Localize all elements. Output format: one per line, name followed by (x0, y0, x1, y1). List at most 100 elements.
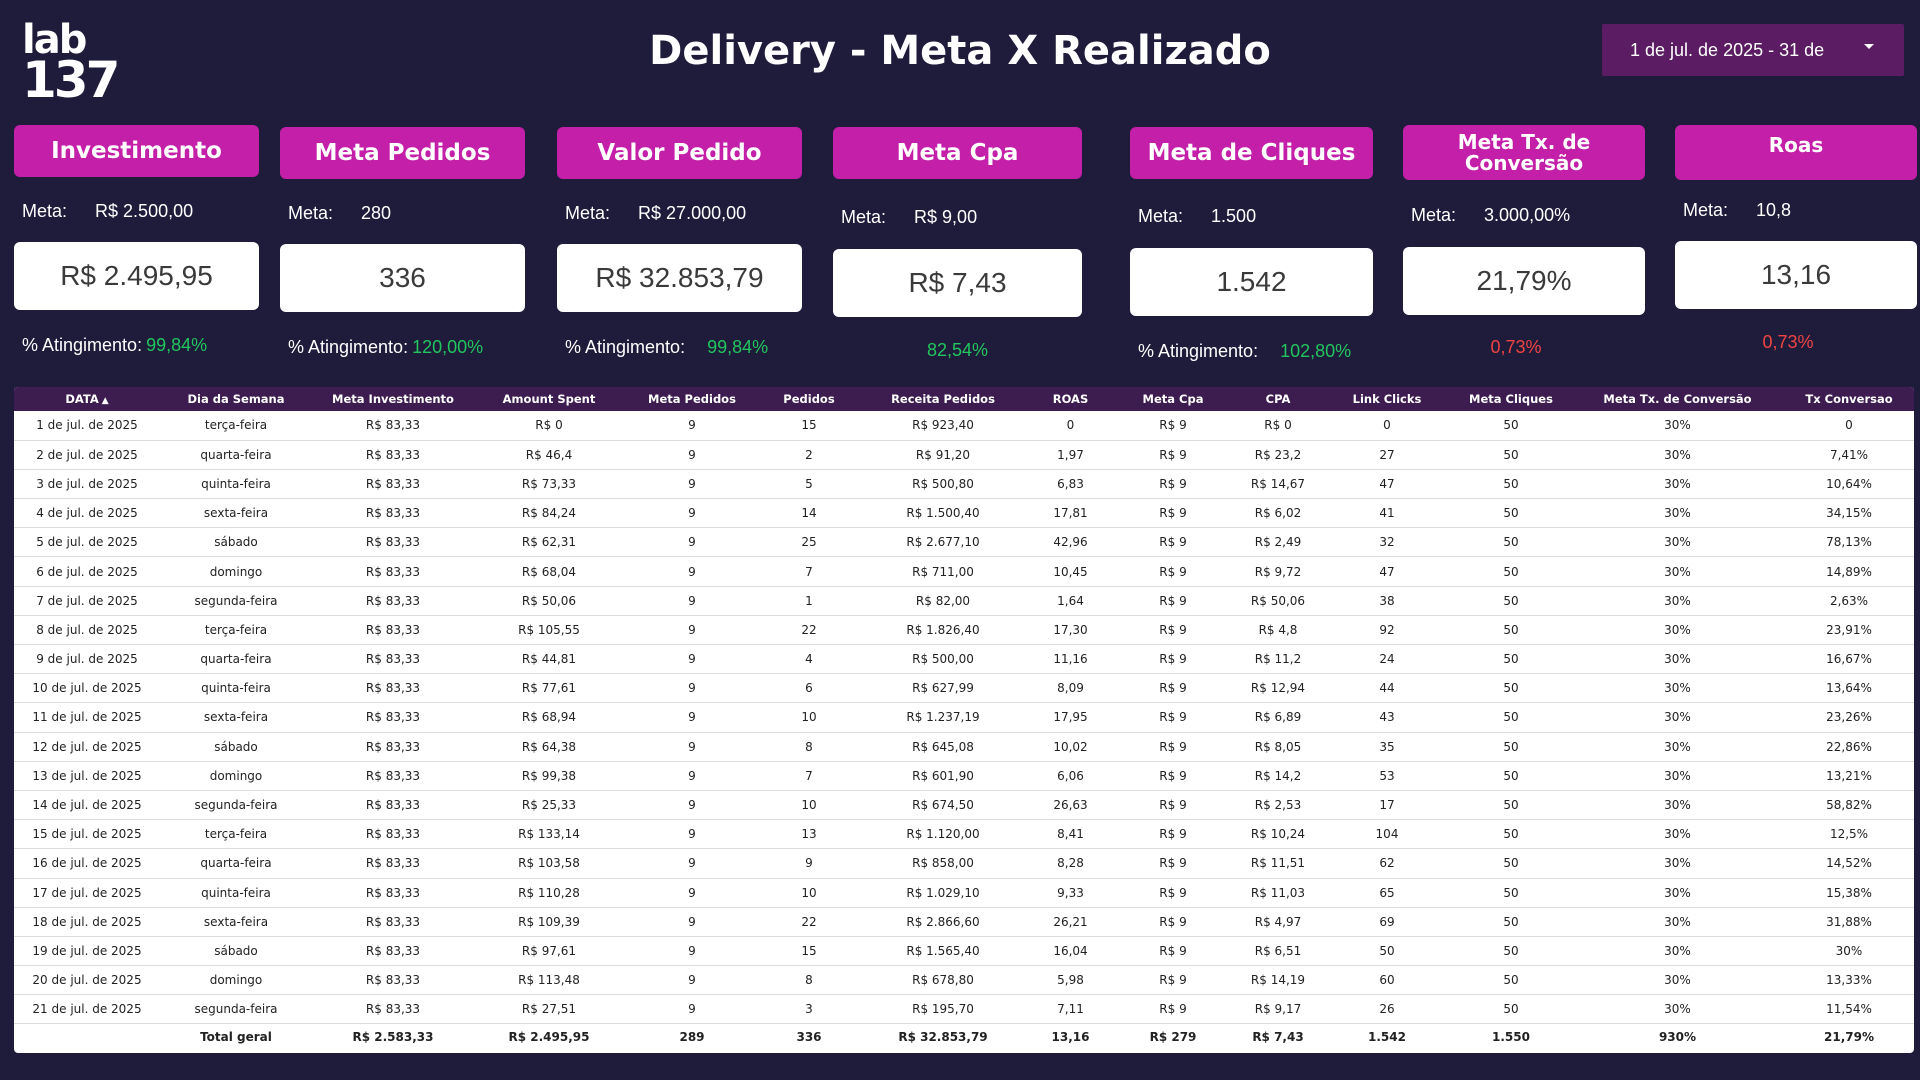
table-cell: 9 (688, 973, 696, 988)
column-header-label: CPA (1265, 392, 1291, 406)
table-row[interactable]: 19 de jul. de 2025 sábado R$ 83,33 R$ 97,61… (14, 936, 1914, 966)
sort-ascending-icon[interactable]: ▲ (101, 396, 109, 406)
column-header[interactable]: Link Clicks (1323, 387, 1451, 411)
column-header[interactable]: Meta Tx. de Conversão (1571, 387, 1784, 411)
table-cell: R$ 44,81 (521, 652, 577, 667)
table-cell: R$ 2.866,60 (906, 914, 980, 929)
table-cell: 50 (1503, 622, 1519, 637)
column-header[interactable]: Meta Cliques (1451, 387, 1571, 411)
table-cell: 11,54% (1826, 1002, 1872, 1017)
table-cell: 21 de jul. de 2025 (32, 1002, 142, 1017)
column-header-label: Meta Investimento (332, 392, 454, 406)
table-cell: R$ 14,19 (1250, 973, 1306, 988)
table-cell: R$ 83,33 (365, 681, 421, 696)
table-row[interactable]: 1 de jul. de 2025 terça-feira R$ 83,33 R$ 0… (14, 411, 1914, 441)
column-header[interactable]: Pedidos (760, 387, 858, 411)
column-header[interactable]: Receita Pedidos (858, 387, 1028, 411)
table-cell: 15,38% (1826, 885, 1872, 900)
table-row[interactable]: 18 de jul. de 2025 sexta-feira R$ 83,33 R$ … (14, 907, 1914, 937)
table-row[interactable]: 4 de jul. de 2025 sexta-feira R$ 83,33 R$ 8… (14, 499, 1914, 528)
column-header-label: Dia da Semana (187, 392, 285, 406)
table-cell: R$ 83,33 (365, 885, 421, 900)
table-cell: R$ 9 (1159, 710, 1187, 725)
table-cell: R$ 14,67 (1250, 476, 1306, 491)
kpi-ating-value: 102,80% (1280, 341, 1352, 361)
table-cell: domingo (209, 564, 263, 579)
date-range-picker[interactable]: 1 de jul. de 2025 - 31 de (1602, 24, 1904, 76)
column-header[interactable]: Tx Conversao (1784, 387, 1914, 411)
table-cell: 8,28 (1057, 856, 1084, 871)
page-title: Delivery - Meta X Realizado (649, 28, 1271, 74)
total-cell: 1.550 (1492, 1030, 1530, 1045)
table-cell: R$ 83,33 (365, 593, 421, 608)
table-row[interactable]: 3 de jul. de 2025 quinta-feira R$ 83,33 R$ … (14, 469, 1914, 499)
daily-results-table[interactable]: DATA ▲ Dia da Semana Meta Investimento Amoun… (14, 387, 1914, 1053)
table-row[interactable]: 15 de jul. de 2025 terça-feira R$ 83,33 R$ … (14, 820, 1914, 849)
column-header[interactable]: Meta Investimento (312, 387, 474, 411)
table-row[interactable]: 13 de jul. de 2025 domingo R$ 83,33 R$ 99,3… (14, 761, 1914, 791)
table-row[interactable]: 16 de jul. de 2025 quarta-feira R$ 83,33 R$… (14, 849, 1914, 878)
table-row[interactable]: 20 de jul. de 2025 domingo R$ 83,33 R$ 113,… (14, 966, 1914, 995)
table-cell: 1 (805, 593, 813, 608)
table-cell: 34,15% (1826, 506, 1872, 521)
chevron-down-icon[interactable] (1864, 44, 1874, 49)
kpi-title: Meta Pedidos (280, 127, 525, 179)
table-cell: R$ 83,33 (365, 973, 421, 988)
table-cell: 6,06 (1057, 768, 1084, 783)
table-cell: 9,33 (1057, 885, 1084, 900)
column-header[interactable]: Dia da Semana (160, 387, 312, 411)
table-row[interactable]: 12 de jul. de 2025 sábado R$ 83,33 R$ 64,38… (14, 732, 1914, 762)
table-row[interactable]: 7 de jul. de 2025 segunda-feira R$ 83,33 R$… (14, 586, 1914, 616)
table-cell: R$ 77,61 (521, 681, 577, 696)
table-cell: 50 (1503, 914, 1519, 929)
table-row[interactable]: 9 de jul. de 2025 quarta-feira R$ 83,33 R$ … (14, 645, 1914, 674)
table-cell: 30% (1664, 418, 1691, 433)
table-cell: segunda-feira (194, 593, 278, 608)
kpi-meta: Meta: 3.000,00% (1411, 205, 1570, 226)
column-header[interactable]: Amount Spent (474, 387, 624, 411)
total-cell: 289 (679, 1030, 705, 1045)
table-cell: 30% (1664, 768, 1691, 783)
table-row[interactable]: 10 de jul. de 2025 quinta-feira R$ 83,33 R$… (14, 674, 1914, 703)
table-cell: 31,88% (1826, 914, 1872, 929)
table-cell: R$ 10,24 (1250, 827, 1306, 842)
table-row[interactable]: 5 de jul. de 2025 sábado R$ 83,33 R$ 62,31 9… (14, 528, 1914, 557)
table-cell: R$ 97,61 (521, 943, 577, 958)
table-cell: R$ 500,00 (912, 652, 974, 667)
kpi-value-card: 1.542 (1130, 248, 1373, 316)
table-cell: R$ 195,70 (912, 1002, 974, 1017)
kpi-meta-value: R$ 27.000,00 (638, 203, 747, 223)
table-cell: R$ 8,05 (1254, 739, 1302, 754)
table-cell: 15 de jul. de 2025 (32, 827, 142, 842)
table-row[interactable]: 14 de jul. de 2025 segunda-feira R$ 83,33 R… (14, 790, 1914, 820)
table-cell: 10 (801, 710, 817, 725)
table-cell: R$ 83,33 (365, 827, 421, 842)
table-cell: R$ 9 (1159, 827, 1187, 842)
table-cell: R$ 9 (1159, 798, 1187, 813)
table-cell: 2 de jul. de 2025 (36, 447, 138, 462)
table-cell: 43 (1379, 710, 1395, 725)
column-header[interactable]: CPA (1233, 387, 1323, 411)
table-cell: quinta-feira (201, 476, 271, 491)
table-cell: R$ 9 (1159, 739, 1187, 754)
column-header[interactable]: Meta Cpa (1113, 387, 1233, 411)
table-row[interactable]: 17 de jul. de 2025 quinta-feira R$ 83,33 R$… (14, 878, 1914, 908)
table-row[interactable]: 11 de jul. de 2025 sexta-feira R$ 83,33 R$ … (14, 703, 1914, 733)
column-header[interactable]: DATA ▲ (14, 387, 160, 411)
logo-line-1: lab (22, 17, 87, 63)
column-header[interactable]: Meta Pedidos (624, 387, 760, 411)
kpi-ating-value: 120,00% (412, 337, 484, 357)
table-cell: R$ 9 (1159, 476, 1187, 491)
table-row[interactable]: 8 de jul. de 2025 terça-feira R$ 83,33 R$ 1… (14, 615, 1914, 645)
table-cell: R$ 500,80 (912, 476, 974, 491)
table-row[interactable]: 2 de jul. de 2025 quarta-feira R$ 83,33 R$ … (14, 440, 1914, 470)
table-cell: 9 (688, 798, 696, 813)
table-cell: 50 (1503, 1002, 1519, 1017)
table-row[interactable]: 21 de jul. de 2025 segunda-feira R$ 83,33 R… (14, 995, 1914, 1024)
kpi-ating-value: 99,84% (707, 337, 769, 357)
table-cell: 20 de jul. de 2025 (32, 973, 142, 988)
table-cell: 50 (1503, 885, 1519, 900)
table-row[interactable]: 6 de jul. de 2025 domingo R$ 83,33 R$ 68,04… (14, 557, 1914, 587)
column-header[interactable]: ROAS (1028, 387, 1113, 411)
table-cell: 9 (805, 856, 813, 871)
